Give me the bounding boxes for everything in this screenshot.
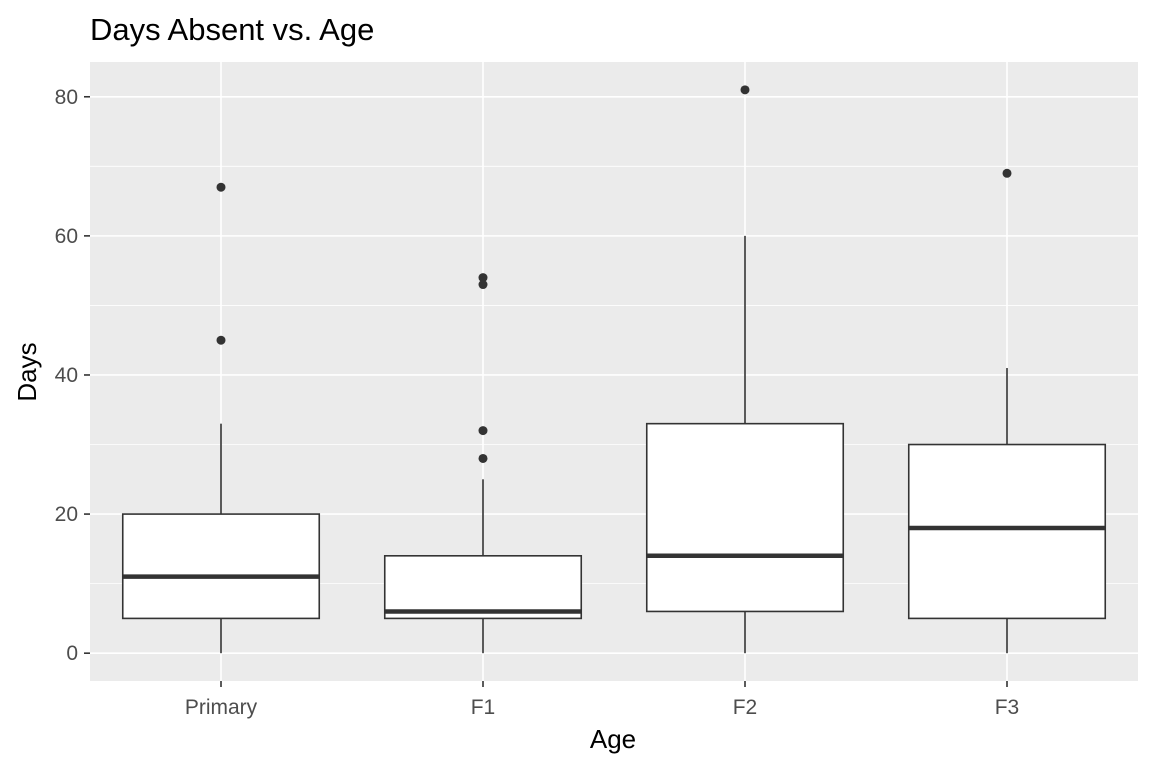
y-tick-label: 40 (55, 364, 78, 387)
y-tick-label: 60 (55, 225, 78, 248)
outlier-point (1002, 168, 1012, 178)
box-f1 (383, 273, 583, 654)
chart-title: Days Absent vs. Age (90, 12, 374, 47)
outlier-point (478, 280, 488, 290)
outlier-point (478, 453, 488, 463)
x-tick-label: F1 (471, 696, 496, 719)
x-axis: Primary F1 F2 F3 (185, 681, 1019, 719)
outlier-point (216, 182, 226, 192)
y-tick-label: 80 (55, 86, 78, 109)
box-iqr (645, 422, 845, 613)
box-iqr (907, 443, 1107, 620)
box-iqr (121, 513, 321, 620)
y-axis: 0 20 40 60 80 (55, 86, 90, 665)
box-series (121, 85, 1107, 654)
outlier-point (478, 273, 488, 283)
outlier-point (740, 85, 750, 95)
outlier-point (478, 426, 488, 436)
x-tick-label: F2 (733, 696, 758, 719)
y-tick-label: 20 (55, 503, 78, 526)
x-tick-label: F3 (995, 696, 1020, 719)
x-tick-label: Primary (185, 696, 258, 719)
box-primary (121, 182, 321, 654)
x-axis-title: Age (590, 724, 636, 754)
box-f3 (907, 168, 1107, 654)
outlier-point (216, 335, 226, 345)
y-axis-title: Days (12, 342, 42, 401)
box-iqr (383, 555, 583, 620)
y-tick-label: 0 (66, 642, 78, 665)
box-f2 (645, 85, 845, 654)
